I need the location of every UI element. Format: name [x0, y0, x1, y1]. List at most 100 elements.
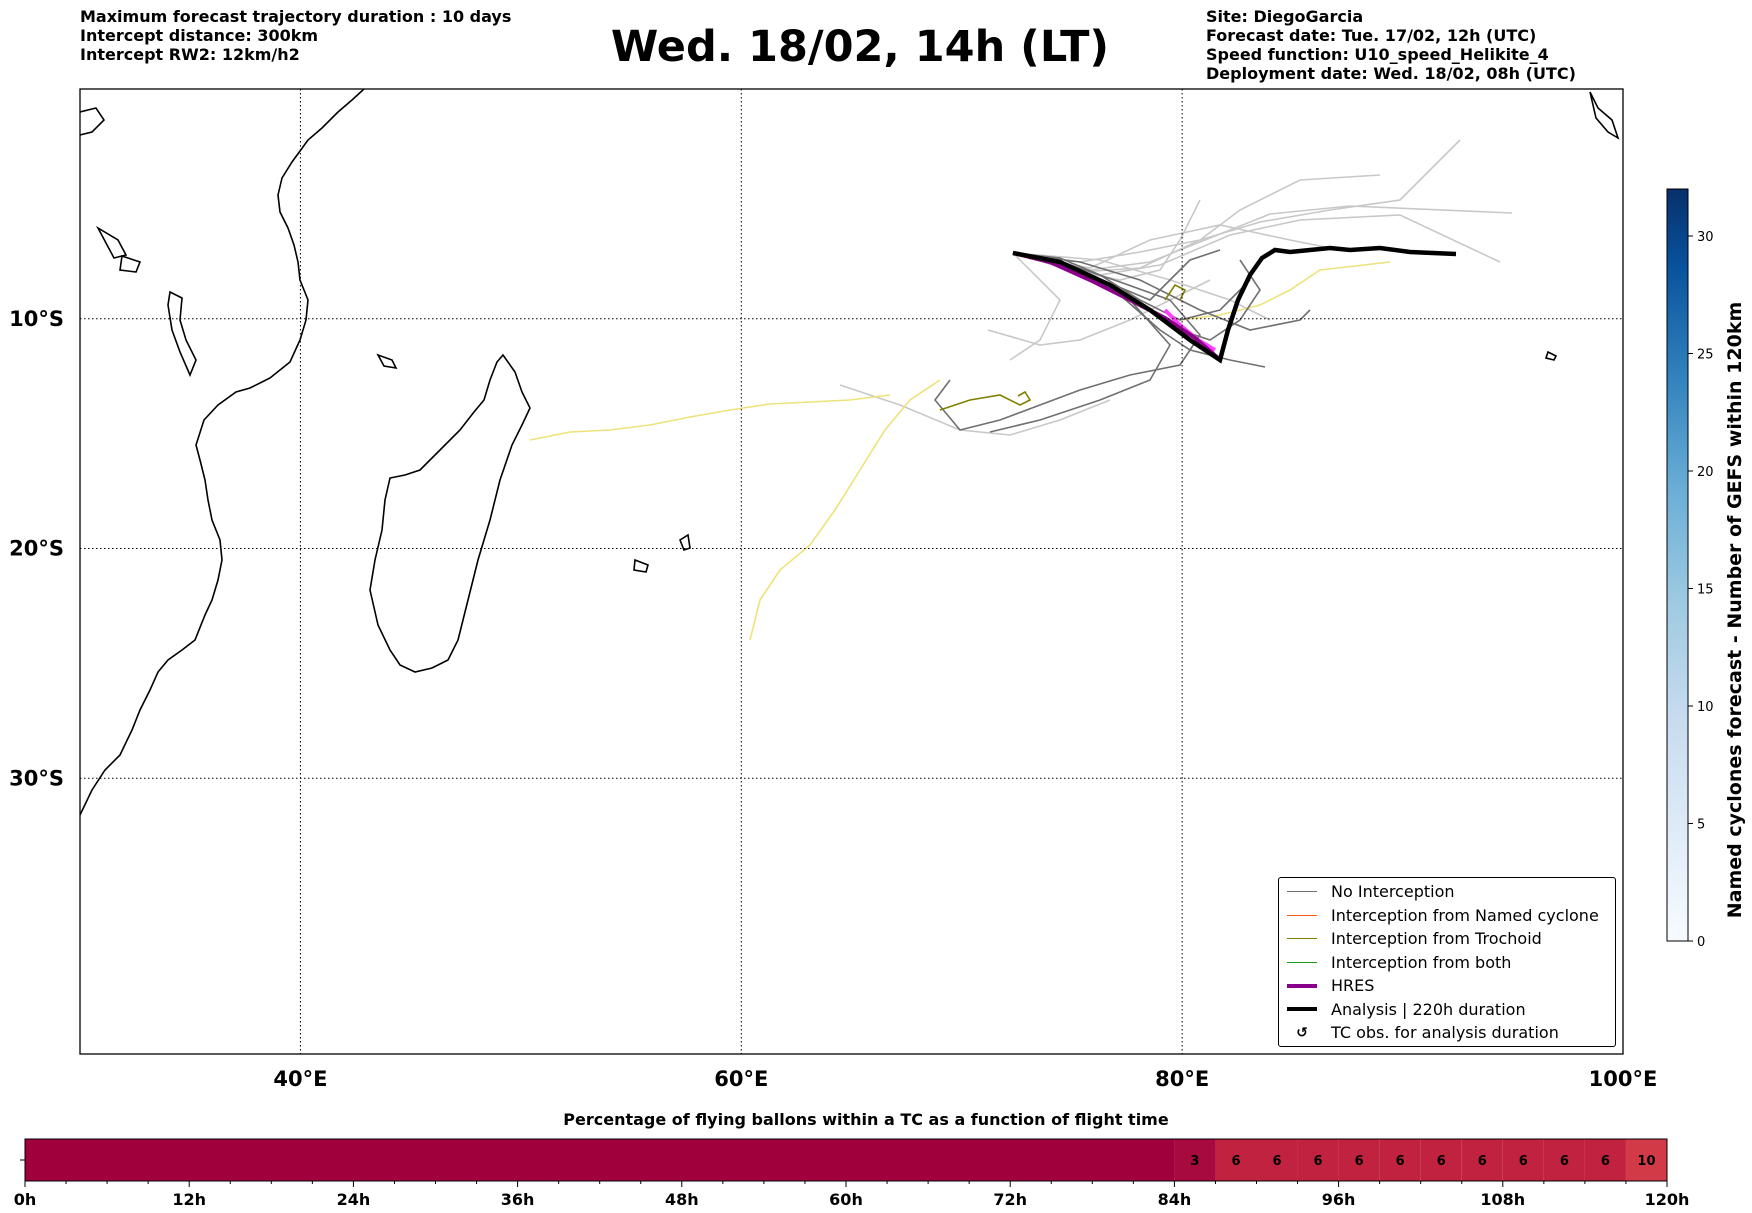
colorbar-tick-label: 0 [1697, 935, 1705, 950]
time-bar-cell [1379, 1139, 1421, 1181]
legend-item-tc-obs: ↺ TC obs. for analysis duration [1279, 1021, 1615, 1045]
time-bar-tick-label: 108h [1480, 1190, 1525, 1209]
lon-tick-label: 60°E [714, 1067, 768, 1091]
time-bar-tick-label: 96h [1322, 1190, 1356, 1209]
legend-label: No Interception [1331, 882, 1455, 902]
map-tick-labels: 40°E 60°E 80°E 100°E 10°S 20°S 30°S [9, 307, 1657, 1091]
time-bar-cell [1256, 1139, 1298, 1181]
header-left-line-1: Maximum forecast trajectory duration : 1… [80, 7, 512, 26]
time-bar-tick-label: 48h [665, 1190, 699, 1209]
header-right-line-4: Deployment date: Wed. 18/02, 08h (UTC) [1206, 64, 1576, 83]
time-bar-cell [1215, 1139, 1257, 1181]
light-track-8 [839, 384, 1111, 436]
time-bar-cell [1297, 1139, 1339, 1181]
colorbar-label: Named cyclones forecast - Number of GEFS… [1724, 301, 1746, 919]
map-frame [79, 88, 1624, 1055]
legend-item-trochoid: Interception from Trochoid [1279, 927, 1615, 951]
island-2 [679, 533, 691, 551]
legend-swatch [1287, 914, 1317, 916]
coastlines [80, 89, 1620, 816]
light-track-7 [1009, 252, 1061, 361]
header-left: Maximum forecast trajectory duration : 1… [80, 7, 511, 64]
ensemble-light-tracks [839, 139, 1513, 436]
header-right-line-2: Forecast date: Tue. 17/02, 12h (UTC) [1206, 26, 1537, 45]
island-1 [633, 558, 649, 573]
time-bar-cell-value: 6 [1519, 1154, 1528, 1169]
time-bar-cell-value: 6 [1355, 1154, 1364, 1169]
time-bar-tick-label: 84h [1158, 1190, 1192, 1209]
time-bar-cell-value: 6 [1396, 1154, 1405, 1169]
time-bar-title: Percentage of flying ballons within a TC… [563, 1110, 1169, 1129]
legend-swatch [1287, 983, 1317, 988]
hres-track [1012, 251, 1220, 360]
time-bar-cell-value: 6 [1560, 1154, 1569, 1169]
island-6 [1544, 350, 1558, 361]
arabia-fragment [80, 107, 106, 136]
time-bar-cell [1502, 1139, 1544, 1181]
time-bar-cell [1584, 1139, 1626, 1181]
time-bar-tick-label: 0h [14, 1190, 37, 1209]
header-right-line-1: Site: DiegoGarcia [1206, 7, 1364, 26]
colorbar-tick-label: 15 [1697, 583, 1714, 598]
time-bar-cell-value: 6 [1273, 1154, 1282, 1169]
map-content [80, 89, 1620, 816]
time-bar-cell-value: 6 [1314, 1154, 1323, 1169]
map-title: Wed. 18/02, 14h (LT) [610, 22, 1110, 72]
lon-tick-label: 100°E [1589, 1067, 1658, 1091]
dark-track-4 [1012, 252, 1251, 321]
africa-coastline [80, 89, 365, 816]
legend-label: Analysis | 220h duration [1331, 999, 1526, 1019]
time-bar-cell [1174, 1139, 1216, 1181]
time-bar: 3 6 6 6 6 6 6 6 6 6 6 10 0h 12h 24h 36h 48h 60h 72h 84h 96h 1… [14, 1138, 1690, 1209]
legend-item-analysis: Analysis | 220h duration [1279, 998, 1615, 1022]
socotra-coastline [95, 225, 128, 259]
lat-tick-label: 20°S [9, 537, 64, 561]
dark-track-5 [1012, 252, 1311, 331]
colorbar [1666, 188, 1689, 942]
light-track-6 [987, 279, 1211, 346]
lat-tick-label: 30°S [9, 766, 64, 790]
analysis-track [1012, 245, 1457, 364]
time-bar-tick-label: 120h [1645, 1190, 1690, 1209]
island-3 [376, 353, 398, 370]
trochoid-track-2 [1164, 283, 1187, 301]
time-bar-cell-value: 6 [1437, 1154, 1446, 1169]
no-interception-tracks [933, 249, 1311, 433]
legend-label: Interception from Named cyclone [1331, 905, 1599, 925]
legend-item-named-cyclone: Interception from Named cyclone [1279, 904, 1615, 928]
colorbar-ticks: 0 5 10 15 20 25 30 [1688, 230, 1714, 950]
time-bar-tick-label: 24h [337, 1190, 371, 1209]
colorbar-tick-label: 30 [1697, 230, 1714, 245]
lat-tick-label: 10°S [9, 307, 64, 331]
legend-item-hres: HRES [1279, 974, 1615, 998]
dark-track-3 [989, 252, 1171, 433]
time-bar-cell [1461, 1139, 1503, 1181]
colorbar-tick-label: 10 [1697, 700, 1714, 715]
legend-label: TC obs. for analysis duration [1331, 1023, 1559, 1043]
legend-item-no-interception: No Interception [1279, 880, 1615, 904]
graticule [80, 89, 1623, 1054]
island-5 [119, 254, 142, 273]
time-bar-cell-value: 6 [1601, 1154, 1610, 1169]
yellow-track-south [749, 379, 941, 641]
time-bar-cell-value: 6 [1478, 1154, 1487, 1169]
legend-swatch [1287, 961, 1317, 963]
time-bar-cell [1338, 1139, 1380, 1181]
header-left-line-2: Intercept distance: 300km [80, 26, 319, 45]
dark-track-1 [1012, 252, 1261, 341]
yellow-track-east [1179, 261, 1391, 321]
colorbar-tick-label: 20 [1697, 465, 1714, 480]
legend-swatch [1287, 1007, 1317, 1012]
time-bar-tick-label: 72h [993, 1190, 1027, 1209]
yellow-track-west [529, 394, 891, 441]
time-bar-cell [1625, 1139, 1667, 1181]
time-bar-cell [1420, 1139, 1462, 1181]
legend-label: Interception from both [1331, 952, 1512, 972]
legend-label: Interception from Trochoid [1331, 929, 1542, 949]
time-bar-tick-label: 36h [501, 1190, 535, 1209]
colorbar-tick-label: 5 [1697, 818, 1705, 833]
lon-tick-label: 80°E [1155, 1067, 1209, 1091]
header-right-line-3: Speed function: U10_speed_Helikite_4 [1206, 45, 1549, 64]
time-bar-cell-value: 10 [1637, 1154, 1655, 1169]
time-bar-cell-value: 3 [1190, 1154, 1199, 1169]
